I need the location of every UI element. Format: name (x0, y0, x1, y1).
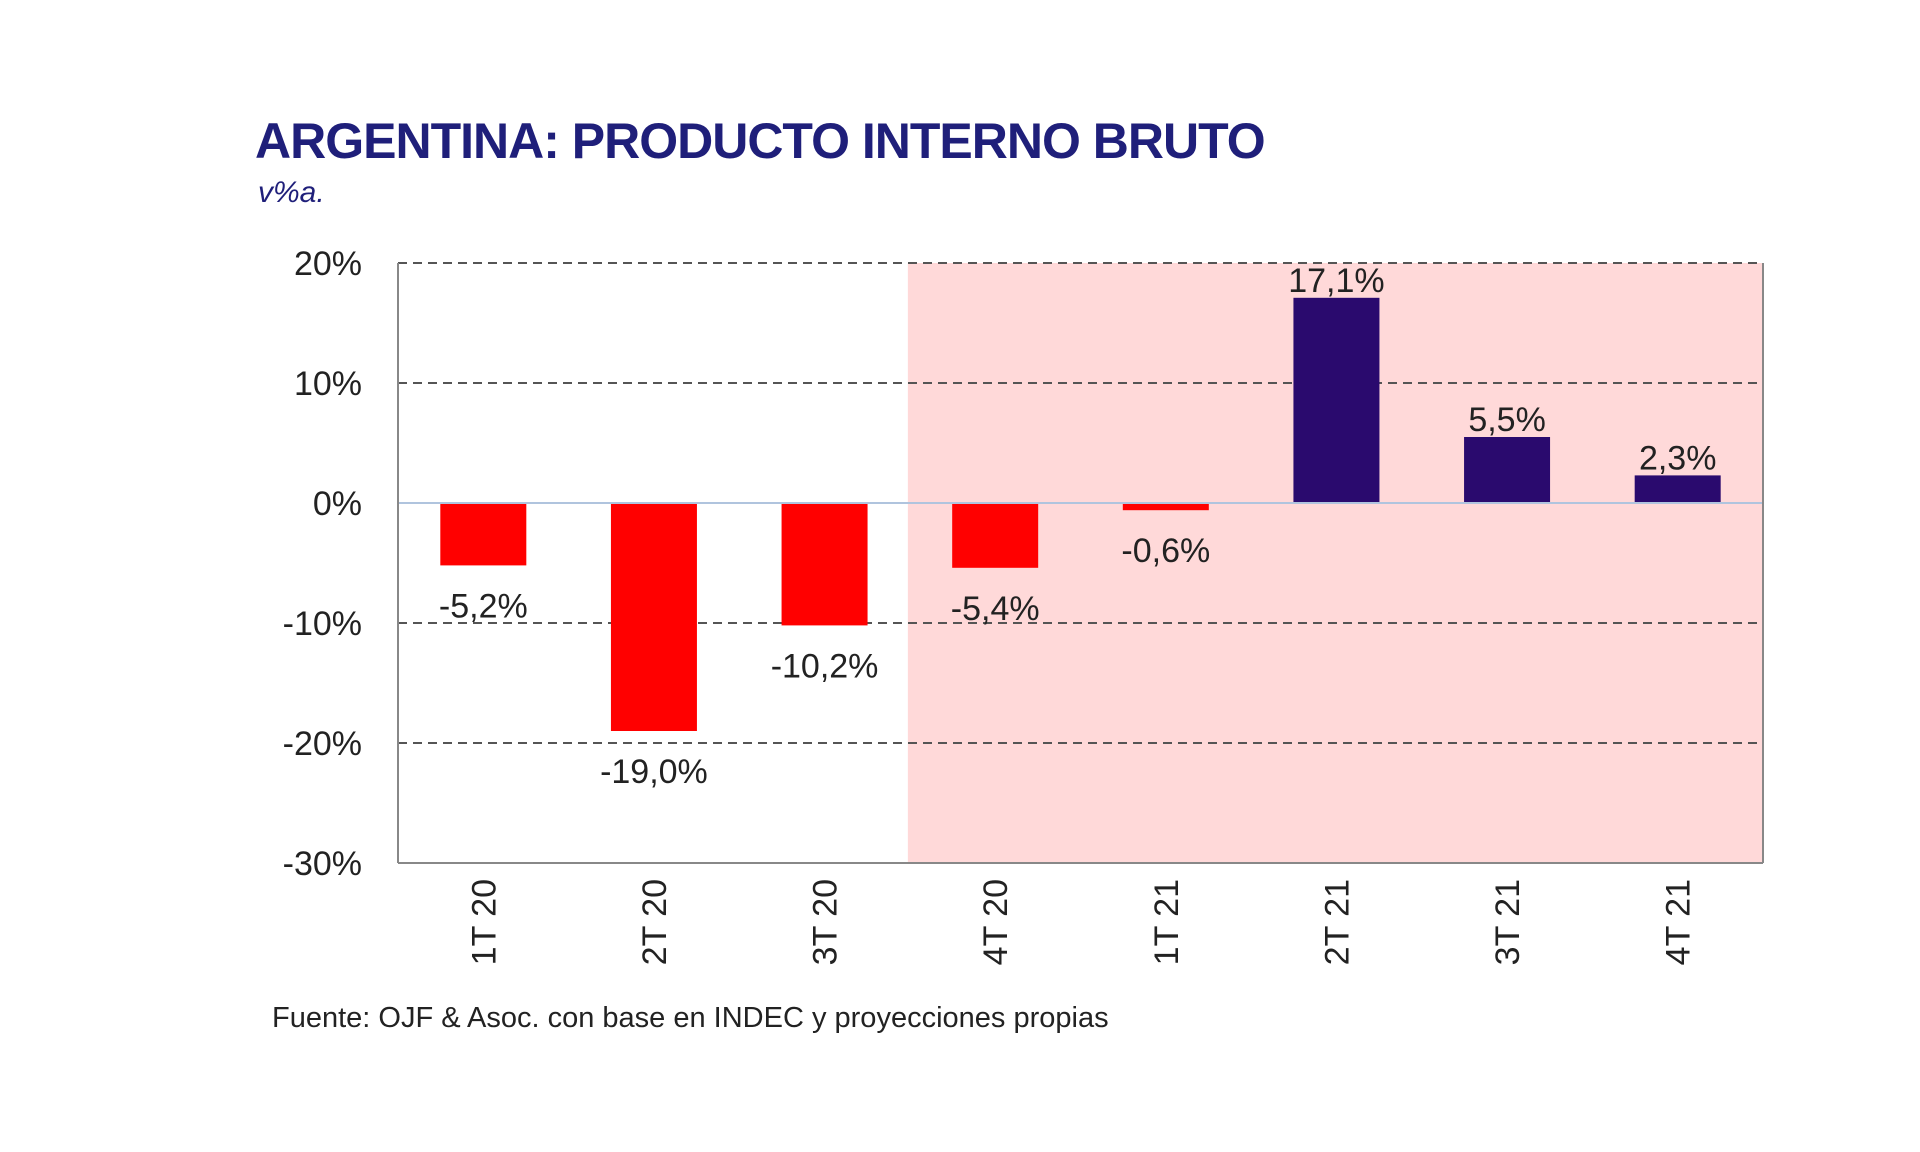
x-tick-label: 4T 20 (977, 879, 1015, 965)
bar (1634, 475, 1721, 503)
bar (1122, 503, 1209, 511)
y-tick-label: 10% (294, 365, 362, 403)
x-tick-label: 3T 20 (807, 879, 845, 965)
bar (1464, 437, 1551, 503)
y-tick-label: -20% (283, 725, 362, 763)
data-label: -19,0% (600, 753, 708, 791)
y-tick-label: -10% (283, 605, 362, 643)
y-tick-label: -30% (283, 845, 362, 883)
x-tick-label: 2T 21 (1318, 879, 1356, 965)
y-tick-label: 0% (313, 485, 362, 523)
data-label: -0,6% (1121, 532, 1210, 570)
bar (952, 503, 1039, 568)
bar (610, 503, 697, 731)
data-label: -10,2% (771, 647, 879, 685)
data-label: 5,5% (1468, 401, 1546, 439)
y-tick-label: 20% (294, 245, 362, 283)
bar (440, 503, 527, 566)
chart-title: ARGENTINA: PRODUCTO INTERNO BRUTO (255, 113, 1266, 169)
bar (781, 503, 868, 626)
x-tick-label: 3T 21 (1489, 879, 1527, 965)
data-label: -5,2% (439, 587, 528, 625)
x-tick-label: 2T 20 (636, 879, 674, 965)
data-label: -5,4% (951, 590, 1040, 628)
chart-subtitle: v%a. (258, 176, 325, 209)
data-label: 2,3% (1639, 439, 1717, 477)
x-tick-label: 4T 21 (1660, 879, 1698, 965)
source-note: Fuente: OJF & Asoc. con base en INDEC y … (272, 1002, 1109, 1034)
bar (1293, 297, 1380, 503)
data-label: 17,1% (1288, 262, 1384, 300)
x-tick-label: 1T 20 (465, 879, 503, 965)
x-tick-label: 1T 21 (1148, 879, 1186, 965)
